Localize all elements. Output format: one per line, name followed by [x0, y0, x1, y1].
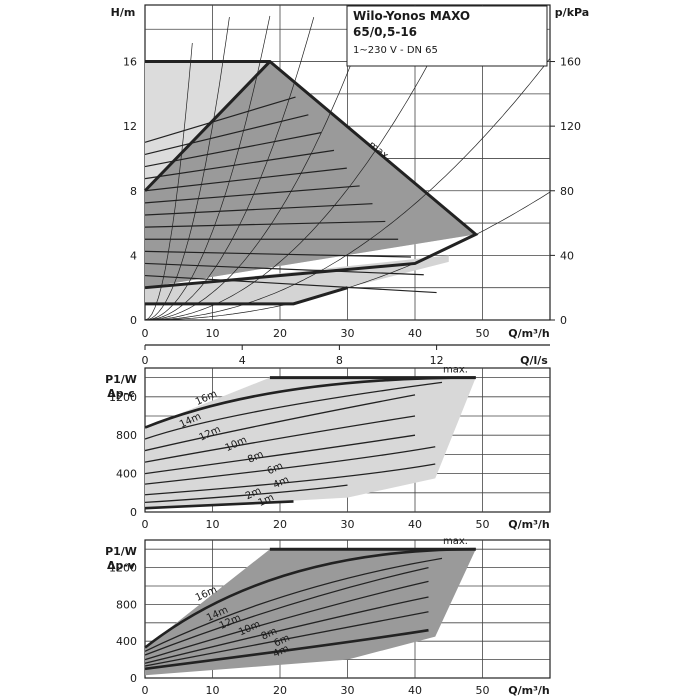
dpv-y-tick-1: 400 — [116, 635, 137, 648]
head-x2label: Q/l/s — [520, 354, 548, 367]
dpv-curve-10m — [144, 580, 429, 661]
dpv-curve-4m — [144, 628, 429, 671]
dpv-curve-14m — [144, 557, 443, 652]
head-ylabel: H/m — [111, 6, 136, 19]
dpc-x-tick-3: 30 — [341, 518, 355, 531]
head-x-tick-1: 10 — [206, 327, 220, 340]
dpc-curve-4m — [144, 463, 436, 496]
head-system-curve-0 — [144, 42, 193, 321]
dpc-y-tick-2: 800 — [116, 429, 137, 442]
dpv-max-label: max. — [443, 536, 468, 547]
head-x-tick-5: 50 — [476, 327, 490, 340]
dpv-curve-16m — [144, 547, 476, 649]
dpv-x-tick-0: 0 — [142, 684, 149, 697]
head-x2-tick-0: 0 — [142, 354, 149, 367]
dpc-ylabel-1: P1/W — [105, 373, 137, 386]
head-dp-line-2 — [144, 250, 411, 258]
head-dp-line-5 — [144, 203, 373, 216]
head-y2-tick-1: 40 — [560, 249, 574, 262]
dpv-xlabel: Q/m³/h — [508, 684, 550, 697]
dpc-y-tick-0: 0 — [130, 506, 137, 519]
head-x-tick-2: 20 — [273, 327, 287, 340]
head-system-curve-3 — [144, 17, 315, 321]
head-xlabel: Q/m³/h — [508, 327, 550, 340]
head-system-curve-1 — [144, 17, 230, 321]
dpv-curve-12m — [144, 566, 429, 656]
head-x-tick-3: 30 — [341, 327, 355, 340]
head-dp-line-10 — [144, 114, 309, 156]
head-dpv-max-line — [143, 60, 271, 192]
head-y-tick-3: 12 — [123, 120, 137, 133]
dpc-curve-12m — [144, 394, 416, 452]
head-y2label: p/kPa — [555, 6, 589, 19]
head-x2-tick-3: 12 — [430, 354, 444, 367]
head-x2-tick-1: 4 — [239, 354, 246, 367]
head-max-curve — [144, 60, 479, 290]
head-y2-tick-3: 120 — [560, 120, 581, 133]
dpv-curve-8m — [144, 596, 429, 664]
dpc-x-tick-5: 50 — [476, 518, 490, 531]
head-y-tick-2: 8 — [130, 185, 137, 198]
head-dp-line-0 — [144, 274, 437, 294]
dpc-x-tick-4: 40 — [408, 518, 422, 531]
head-dp-line-6 — [144, 185, 360, 204]
head-x-tick-4: 40 — [408, 327, 422, 340]
head-title-box — [346, 5, 548, 67]
dpc-shaded-area — [145, 377, 476, 510]
head-y-tick-4: 16 — [123, 56, 137, 69]
dpv-y-tick-2: 800 — [116, 598, 137, 611]
dpv-curve-6m — [144, 611, 429, 667]
dpc-max-label: max. — [443, 365, 468, 376]
head-y2-tick-2: 80 — [560, 185, 574, 198]
head-dp-line-11 — [144, 96, 296, 143]
head-dp-line-8 — [144, 149, 335, 180]
dpv-y-tick-3: 1200 — [109, 562, 137, 575]
dpc-xlabel: Q/m³/h — [508, 518, 550, 531]
head-y2-tick-0: 0 — [560, 314, 567, 327]
dpc-curve-14m — [144, 381, 443, 440]
dpc-curve-8m — [144, 434, 416, 475]
dpv-x-tick-1: 10 — [206, 684, 220, 697]
head-dp-line-7 — [144, 167, 347, 192]
dpc-y-tick-1: 400 — [116, 468, 137, 481]
dpc-ylabel-2: Δp-c — [107, 387, 134, 400]
dpc-x-tick-1: 10 — [206, 518, 220, 531]
dpc-curve-10m — [144, 415, 416, 463]
dpc-curve-6m — [144, 446, 436, 485]
head-title-line1: Wilo-Yonos MAXO — [353, 9, 470, 23]
head-x-tick-0: 0 — [142, 327, 149, 340]
head-system-curve-5 — [145, 5, 460, 321]
dpv-x-tick-2: 20 — [273, 684, 287, 697]
head-y-tick-0: 0 — [130, 314, 137, 327]
head-dp-line-1 — [144, 262, 424, 276]
head-subtitle: 1~230 V - DN 65 — [353, 45, 438, 56]
dpv-ylabel-2: Δp-v — [107, 559, 136, 572]
dpc-x-tick-0: 0 — [142, 518, 149, 531]
head-x2-tick-2: 8 — [336, 354, 343, 367]
head-y2-tick-4: 160 — [560, 56, 581, 69]
dpv-x-tick-5: 50 — [476, 684, 490, 697]
head-system-curve-4 — [144, 11, 372, 321]
head-system-curve-6 — [145, 58, 551, 321]
head-dp-line-4 — [144, 220, 386, 228]
dpv-x-tick-3: 30 — [341, 684, 355, 697]
dpc-curve-2m — [144, 484, 348, 504]
head-title-line2: 65/0,5-16 — [353, 25, 417, 39]
dpc-x-tick-2: 20 — [273, 518, 287, 531]
head-y-tick-1: 4 — [130, 249, 137, 262]
dpv-x-tick-4: 40 — [408, 684, 422, 697]
dpc-curve-1m — [144, 500, 294, 510]
dpc-y-tick-3: 1200 — [109, 391, 137, 404]
dpv-ylabel-1: P1/W — [105, 545, 137, 558]
head-system-curve-2 — [144, 15, 271, 321]
dpv-y-tick-0: 0 — [130, 672, 137, 685]
